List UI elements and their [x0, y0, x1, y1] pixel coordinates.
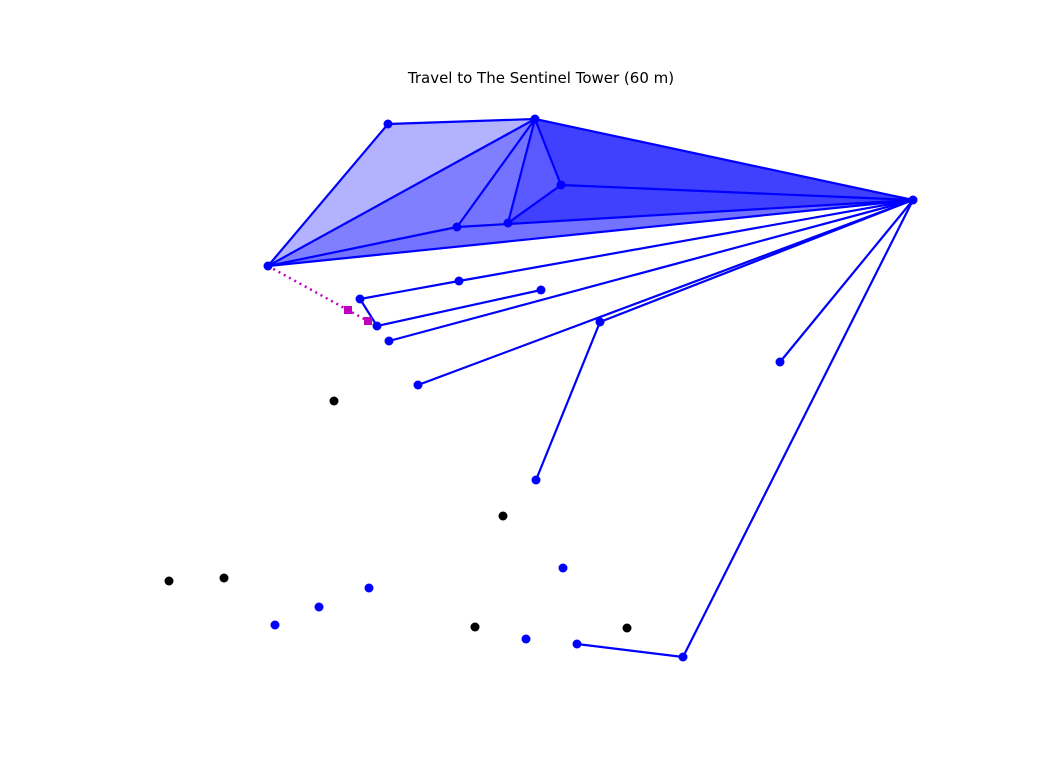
- edge: [267, 118, 536, 267]
- unconnected-node: [470, 622, 480, 632]
- edge: [682, 199, 914, 658]
- edge: [417, 198, 914, 387]
- unconnected-node: [219, 573, 229, 583]
- network-node: [413, 380, 423, 390]
- network-node: [383, 119, 393, 129]
- edge: [376, 288, 542, 328]
- network-node: [364, 583, 374, 593]
- edge: [560, 183, 914, 202]
- edge: [456, 118, 536, 228]
- network-node: [530, 114, 540, 124]
- edge: [458, 198, 914, 283]
- edge: [456, 198, 914, 229]
- network-node: [372, 321, 382, 331]
- diagram-title: Travel to The Sentinel Tower (60 m): [407, 69, 675, 87]
- network-node: [908, 195, 918, 205]
- network-node: [531, 475, 541, 485]
- network-node: [558, 563, 568, 573]
- network-node: [775, 357, 785, 367]
- edge: [387, 117, 536, 126]
- edge: [267, 123, 389, 267]
- shaded-faces: [268, 119, 913, 266]
- unconnected-node: [329, 396, 339, 406]
- route-marker: [344, 306, 352, 314]
- network-node: [270, 620, 280, 630]
- edge: [533, 118, 563, 186]
- edge: [507, 184, 562, 224]
- unconnected-node: [498, 511, 508, 521]
- unconnected-node: [164, 576, 174, 586]
- face-7: [508, 185, 913, 223]
- network-node: [595, 317, 605, 327]
- edge: [267, 198, 914, 268]
- network-node: [556, 180, 566, 190]
- network-node: [454, 276, 464, 286]
- network-node: [503, 218, 513, 228]
- face-5: [508, 119, 561, 223]
- edge: [534, 117, 914, 202]
- edge: [599, 198, 914, 324]
- network-node: [572, 639, 582, 649]
- edge: [267, 225, 458, 268]
- route-marker: [364, 317, 372, 325]
- edge: [576, 642, 684, 659]
- network-node: [384, 336, 394, 346]
- unconnected-node: [622, 623, 632, 633]
- network-node: [314, 602, 324, 612]
- network-node: [521, 634, 531, 644]
- edge: [359, 298, 378, 327]
- edge: [359, 279, 460, 301]
- route-path: [267, 264, 378, 328]
- network-node: [452, 222, 462, 232]
- network-node: [678, 652, 688, 662]
- travel-route: [267, 264, 378, 328]
- edge: [388, 198, 914, 343]
- network-edges: [267, 117, 914, 659]
- network-node: [355, 294, 365, 304]
- network-node: [536, 285, 546, 295]
- network-nodes: [164, 114, 918, 662]
- edge: [534, 321, 602, 481]
- edge: [779, 199, 914, 363]
- edge: [506, 118, 537, 224]
- network-node: [263, 261, 273, 271]
